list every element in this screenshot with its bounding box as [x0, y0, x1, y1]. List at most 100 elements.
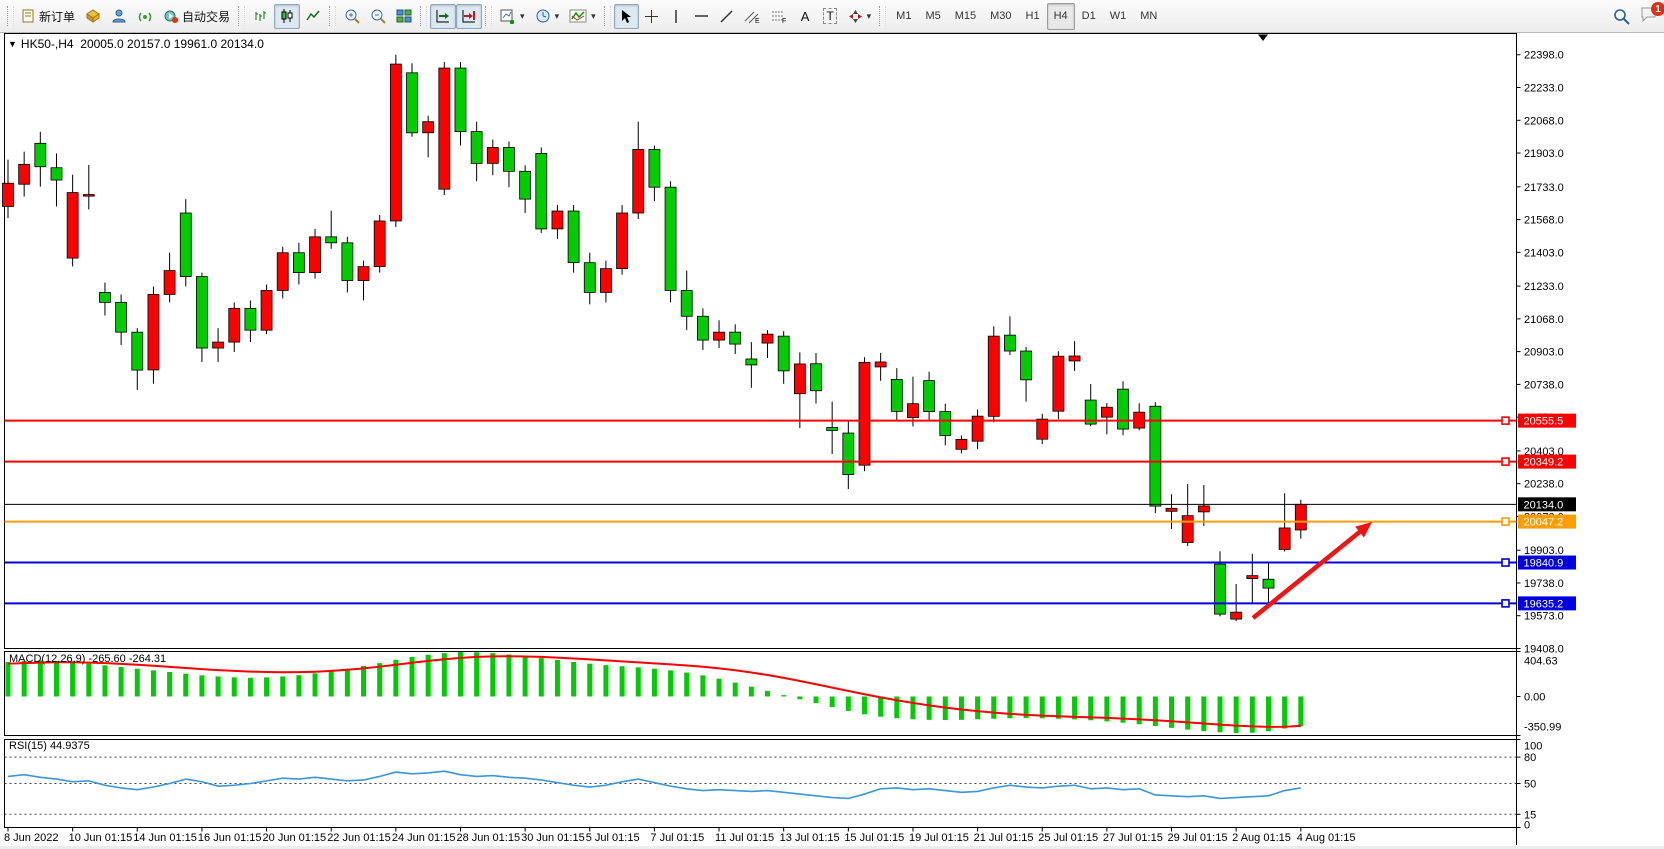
new-chart-button[interactable]: ▾ [495, 4, 530, 29]
new-chart-icon [500, 9, 515, 24]
candle-body [1214, 563, 1226, 615]
candle-body [389, 63, 402, 222]
macd-histogram-bar [86, 663, 92, 697]
macd-histogram-bar [1201, 696, 1207, 732]
trend-arrow-head[interactable] [1355, 522, 1372, 538]
price-badge: 20555.5 [1518, 413, 1576, 428]
candlestick-chart-button[interactable] [274, 3, 301, 29]
rsi-scale-label: 50 [1524, 779, 1536, 791]
macd-scale-label: 0.00 [1524, 691, 1545, 703]
dropdown-arrow-icon: ▾ [591, 10, 596, 21]
fibonacci-tool-button[interactable]: F [766, 4, 793, 29]
candle-body [713, 331, 725, 341]
auto-scroll-button[interactable] [430, 3, 457, 29]
time-tick-label: 8 Jun 2022 [4, 832, 58, 844]
hline-handle[interactable] [1501, 558, 1510, 567]
price-tick-label: 21403.0 [1524, 247, 1564, 259]
macd-histogram-bar [603, 665, 609, 697]
macd-histogram-bar [1152, 696, 1158, 727]
toolbar-grip[interactable] [238, 6, 246, 26]
toolbar-grip[interactable] [879, 6, 887, 26]
search-icon[interactable] [1613, 8, 1630, 25]
hline-handle[interactable] [1501, 599, 1510, 608]
notifications-button[interactable]: 1 [1640, 2, 1664, 27]
timeframe-m1[interactable]: M1 [896, 10, 912, 22]
new-order-button[interactable]: 新订单 [17, 4, 80, 29]
zoom-out-button[interactable] [365, 4, 391, 29]
macd-histogram-bar [926, 696, 932, 720]
candle-body [551, 210, 564, 230]
timeframe-m5[interactable]: M5 [925, 10, 941, 22]
autotrading-button[interactable]: 自动交易 [158, 4, 235, 29]
collapse-triangle-icon[interactable]: ▼ [8, 39, 17, 49]
timeframe-m15[interactable]: M15 [954, 10, 977, 22]
text-tool-button[interactable]: A [793, 4, 818, 29]
time-tick-label: 25 Jul 01:15 [1038, 832, 1098, 844]
signals-button[interactable] [132, 4, 158, 29]
candle-body [907, 403, 919, 418]
hline-handle[interactable] [1501, 416, 1510, 425]
macd-histogram-bar [1055, 696, 1061, 719]
new-order-label: 新订单 [39, 9, 76, 24]
chart-shift-marker[interactable] [1258, 34, 1268, 42]
trendline-tool-button[interactable] [714, 4, 739, 29]
profile-button[interactable] [106, 4, 132, 29]
candle-body [34, 142, 47, 168]
candle-body [567, 210, 580, 264]
time-tick-label: 14 Jun 01:15 [133, 832, 197, 844]
hline-handle[interactable] [1501, 517, 1510, 526]
indicators-button[interactable]: ▾ [564, 4, 601, 29]
macd-histogram-bar [1298, 696, 1304, 727]
timeframe-d1[interactable]: D1 [1081, 10, 1096, 22]
macd-histogram-bar [797, 696, 803, 700]
hline-handle[interactable] [1501, 457, 1510, 466]
ohlc-close: 20134.0 [220, 37, 264, 51]
macd-layer [5, 652, 1304, 733]
timeframe-h1[interactable]: H1 [1025, 10, 1040, 22]
market-watch-button[interactable] [80, 4, 106, 29]
chart-shift-button[interactable] [456, 3, 483, 29]
text-tool-icon: A [800, 8, 810, 24]
candle-body [66, 192, 79, 259]
crosshair-tool-button[interactable] [639, 4, 664, 29]
vertical-line-tool-button[interactable] [664, 4, 689, 29]
candle-body [842, 432, 855, 475]
candle-body [228, 307, 241, 343]
candle-body [179, 212, 192, 277]
arrows-tool-button[interactable]: ▾ [843, 4, 877, 29]
price-tick-label: 20738.0 [1524, 379, 1564, 391]
macd-name: MACD(12,26,9) [9, 653, 86, 665]
tile-windows-button[interactable] [391, 4, 417, 29]
candle-body [438, 67, 451, 190]
equidistant-channel-tool-button[interactable]: E [739, 4, 766, 29]
price-badge: 20134.0 [1518, 497, 1576, 512]
price-badge: 19635.2 [1518, 596, 1576, 611]
timeframe-m30[interactable]: M30 [990, 10, 1012, 22]
macd-histogram-bar [1039, 696, 1045, 719]
timeframe-mn[interactable]: MN [1140, 10, 1158, 22]
candle-body [890, 379, 903, 412]
cursor-tool-button[interactable] [613, 3, 639, 29]
text-label-tool-button[interactable]: T [818, 4, 843, 29]
macd-histogram-bar [1265, 696, 1271, 732]
timeframe-h4[interactable]: H4 [1046, 2, 1075, 30]
period-button[interactable]: ▾ [530, 4, 565, 29]
line-chart-button[interactable] [300, 4, 326, 29]
price-tick-label: 21068.0 [1524, 314, 1564, 326]
toolbar-grip[interactable] [7, 6, 14, 26]
macd-histogram-bar [668, 670, 674, 697]
time-tick-label: 13 Jul 01:15 [780, 832, 840, 844]
toolbar-grip[interactable] [485, 6, 493, 26]
timeframe-w1[interactable]: W1 [1109, 10, 1127, 22]
price-badge: 19840.9 [1518, 555, 1576, 570]
toolbar-grip[interactable] [603, 6, 611, 26]
toolbar-grip[interactable] [329, 6, 337, 26]
candle-body [325, 236, 338, 244]
candle-body [422, 121, 435, 134]
trend-arrow-line[interactable] [1251, 527, 1365, 620]
horizontal-line-tool-button[interactable] [689, 4, 714, 29]
bar-chart-button[interactable] [248, 4, 274, 29]
toolbar-grip[interactable] [420, 6, 428, 26]
zoom-in-button[interactable] [339, 4, 365, 29]
